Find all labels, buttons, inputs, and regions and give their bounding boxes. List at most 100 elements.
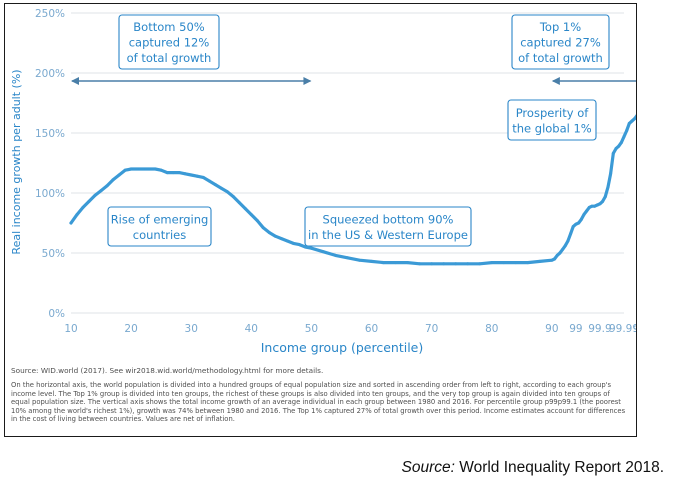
data-point (159, 168, 163, 172)
data-point (442, 262, 446, 266)
data-point (611, 151, 615, 155)
footer-source-text: World Inequality Report 2018. (459, 459, 664, 476)
data-point (147, 167, 151, 171)
annotation-bottom-50: Bottom 50% captured 12% of total growth (71, 14, 312, 85)
annotation-text: Top 1% captured 27% of total growth (518, 20, 603, 65)
data-point (237, 201, 241, 205)
data-point (219, 186, 223, 190)
data-point (585, 209, 589, 213)
data-point (189, 173, 193, 177)
data-point (430, 262, 434, 266)
data-point (105, 184, 109, 188)
data-point (81, 205, 85, 209)
x-tick-label: 10 (64, 323, 77, 335)
annotation-text: Prosperity of the global 1% (512, 106, 592, 136)
data-point (111, 178, 115, 182)
annotations: Bottom 50% captured 12% of total growth Top… (71, 14, 636, 247)
data-point (598, 202, 602, 206)
data-point (394, 261, 398, 265)
data-point (418, 262, 422, 266)
data-point (609, 172, 613, 176)
annotation-text: Rise of emerging countries (111, 212, 209, 242)
income-growth-chart: 0% 50% 100% 150% 200% 250% 10 20 30 40 50 60 70 80 90… (10, 8, 636, 355)
data-point (93, 193, 97, 197)
data-point (153, 167, 157, 171)
annotation-box (304, 206, 472, 247)
data-point (249, 213, 253, 217)
data-point (561, 247, 565, 251)
x-tick-label: 90 (545, 323, 558, 335)
data-point (563, 244, 567, 248)
annotation-text: Squeezed bottom 90% in the US & Western E… (308, 212, 468, 242)
x-tick-label: 80 (485, 323, 498, 335)
data-point (614, 147, 618, 151)
data-point (255, 219, 259, 223)
data-point (267, 231, 271, 235)
range-arrow (71, 77, 312, 85)
data-point (225, 190, 229, 194)
data-point (603, 195, 607, 199)
data-point (183, 172, 187, 176)
data-point (243, 207, 247, 211)
data-point (590, 204, 594, 208)
data-point (630, 119, 634, 123)
data-point (279, 237, 283, 241)
data-point (478, 262, 482, 266)
data-point (213, 183, 217, 187)
annotation-box (118, 14, 220, 70)
annotation-text: Bottom 50% captured 12% of total growth (127, 20, 212, 65)
annotation-box (507, 99, 597, 141)
data-point (141, 167, 145, 171)
data-point (579, 217, 583, 221)
y-axis-label: Real income growth per adult (%) (10, 69, 23, 254)
data-point (303, 245, 307, 249)
data-point (571, 225, 575, 229)
data-point (75, 213, 79, 217)
data-point (577, 221, 581, 225)
footer-source: Source: World Inequality Report 2018. (401, 459, 664, 477)
y-tick-label: 200% (35, 68, 65, 80)
y-tick-label: 0% (48, 308, 65, 320)
data-point (177, 171, 181, 175)
data-point (195, 174, 199, 178)
methodology-note: On the horizontal axis, the world popula… (11, 381, 626, 424)
data-point (406, 261, 410, 265)
annotation-squeezed-bottom-90: Squeezed bottom 90% in the US & Western E… (304, 206, 472, 247)
data-point (550, 258, 554, 262)
data-point (99, 189, 103, 193)
data-point (87, 199, 91, 203)
data-point (633, 117, 636, 121)
data-point (606, 185, 610, 189)
x-axis-label: Income group (percentile) (261, 340, 424, 355)
data-point (526, 261, 530, 265)
data-point (558, 251, 562, 255)
data-point (514, 261, 518, 265)
data-point (582, 213, 586, 217)
source-note: Source: WID.world (2017). See wir2018.wi… (11, 366, 324, 375)
data-point (129, 167, 133, 171)
data-point (466, 262, 470, 266)
range-arrow (551, 77, 636, 85)
data-point (502, 261, 506, 265)
data-point (117, 173, 121, 177)
x-tick-label: 20 (124, 323, 137, 335)
data-point (619, 141, 623, 145)
x-tick-label: 60 (365, 323, 378, 335)
data-point (622, 135, 626, 139)
y-tick-labels: 0% 50% 100% 150% 200% 250% (35, 8, 65, 320)
chart-frame: 0% 50% 100% 150% 200% 250% 10 20 30 40 50 60 70 80 90… (4, 3, 637, 437)
x-tick-label: 99 (569, 323, 582, 335)
data-point (165, 171, 169, 175)
x-tick-label: 99.99 (609, 323, 636, 335)
data-point (207, 179, 211, 183)
data-point (593, 204, 597, 208)
data-point (382, 261, 386, 265)
data-point (553, 257, 556, 261)
data-point (625, 129, 629, 133)
data-point (291, 241, 295, 245)
data-point (574, 222, 578, 226)
data-point (538, 259, 542, 263)
data-point (135, 167, 139, 171)
annotation-box (511, 14, 610, 70)
data-point (123, 168, 127, 172)
